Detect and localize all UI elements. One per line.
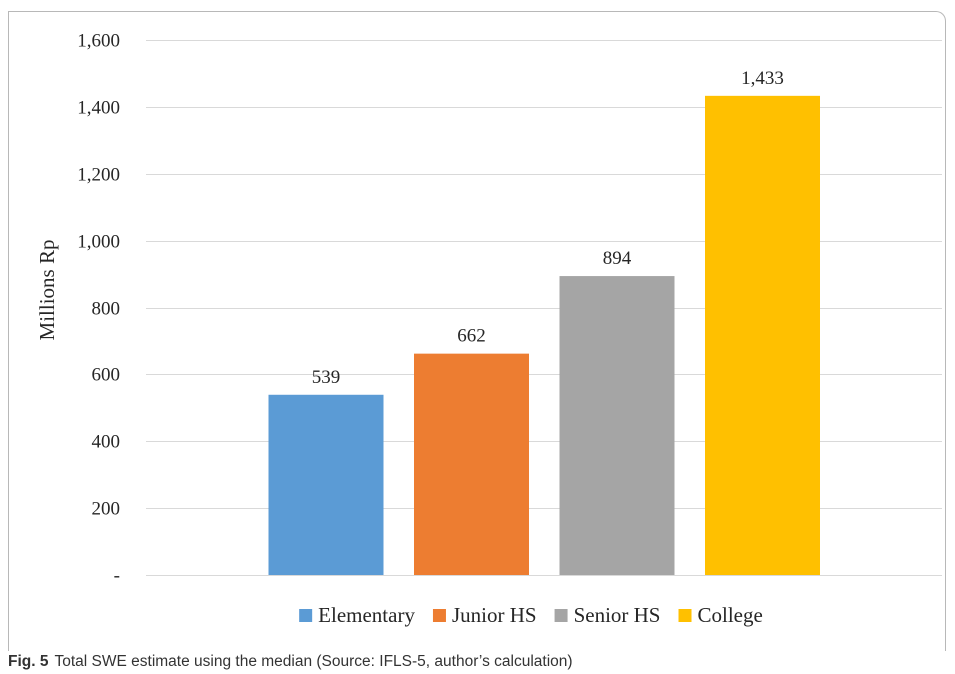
caption-text: Total SWE estimate using the median (Sou… xyxy=(54,653,573,670)
bar-junior-hs xyxy=(414,353,529,575)
y-tick-label: 400 xyxy=(92,432,121,453)
y-tick-label: 200 xyxy=(92,499,121,520)
data-label: 894 xyxy=(603,248,632,269)
legend-swatch xyxy=(299,609,313,622)
gridlines xyxy=(146,40,942,576)
y-axis-title: Millions Rp xyxy=(35,240,59,341)
bar-elementary xyxy=(268,394,384,575)
legend-label: Senior HS xyxy=(574,603,661,627)
legend-swatch xyxy=(678,609,692,622)
data-labels: 539 662 894 1,433 xyxy=(312,68,784,388)
legend: Elementary Junior HS Senior HS College xyxy=(299,603,763,627)
y-tick-label: 600 xyxy=(92,365,121,386)
chart-frame xyxy=(8,11,946,651)
y-tick-label: 1,600 xyxy=(77,31,120,52)
y-tick-label: 1,400 xyxy=(77,98,120,119)
y-tick-label: 800 xyxy=(92,299,121,320)
legend-swatch xyxy=(554,609,568,622)
data-label: 1,433 xyxy=(741,68,784,89)
legend-label: Junior HS xyxy=(452,603,537,627)
data-label: 539 xyxy=(312,367,341,388)
legend-swatch xyxy=(432,609,446,622)
y-tick-label: - xyxy=(114,566,120,587)
data-label: 662 xyxy=(457,326,486,347)
y-tick-label: 1,000 xyxy=(77,232,120,253)
bars xyxy=(268,95,820,575)
legend-label: College xyxy=(698,603,763,627)
legend-label: Elementary xyxy=(318,603,415,627)
figure-number: Fig. 5 xyxy=(8,653,49,670)
figure-caption: Fig. 5 Total SWE estimate using the media… xyxy=(8,652,948,674)
bar-senior-hs xyxy=(559,276,675,575)
bar-college xyxy=(705,95,820,575)
y-axis-ticks: - 200 400 600 800 1,000 1,200 1,400 1,600 xyxy=(77,31,120,587)
y-tick-label: 1,200 xyxy=(77,165,120,186)
